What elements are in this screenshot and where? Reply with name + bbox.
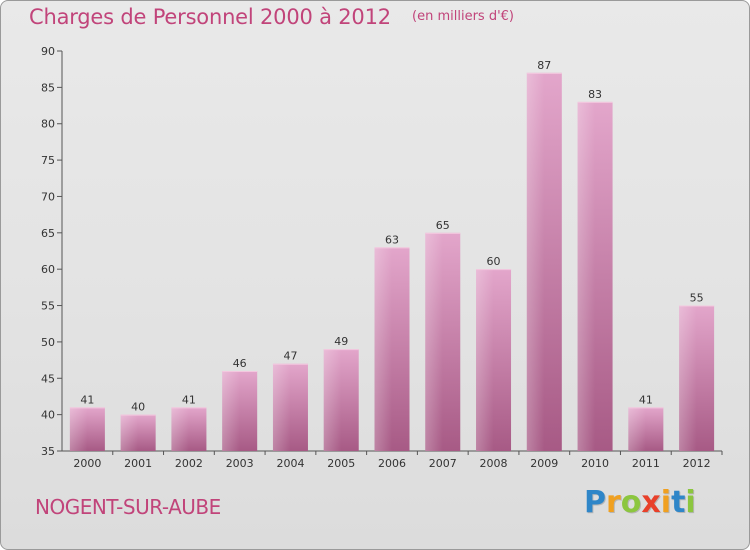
chart-title: Charges de Personnel 2000 à 2012 [29, 5, 391, 29]
chart-unit-note: (en milliers d'€) [412, 9, 514, 24]
x-tick-label: 2012 [683, 457, 711, 470]
x-tick-label: 2005 [327, 457, 355, 470]
bar-highlight [222, 371, 240, 451]
y-tick-label: 70 [41, 190, 55, 203]
x-tick-label: 2006 [378, 457, 406, 470]
bar-value-label: 41 [182, 393, 196, 406]
bar-value-label: 65 [436, 219, 450, 232]
bar-highlight [272, 363, 291, 451]
logo-letter: P [584, 485, 606, 520]
bar-highlight [577, 101, 596, 451]
bar-value-label: 49 [334, 335, 348, 348]
bar-value-label: 40 [131, 401, 145, 414]
y-tick-label: 50 [41, 336, 55, 349]
logo-letter: o [620, 485, 642, 520]
y-tick-label: 80 [41, 118, 55, 131]
bar-value-label: 46 [233, 357, 247, 370]
bars [69, 72, 715, 452]
bar-value-label: 60 [487, 255, 501, 268]
logo-letter: t [671, 485, 686, 520]
x-tick-label: 2010 [581, 457, 609, 470]
y-tick-label: 65 [41, 227, 55, 240]
bar-highlight [374, 247, 392, 451]
y-tick-label: 60 [41, 263, 55, 276]
y-tick-label: 35 [41, 445, 55, 458]
labels: 41 2000 40 2001 41 2002 46 2003 47 2004 49 2005 63 20… [73, 59, 710, 470]
bar-highlight [526, 72, 545, 452]
y-tick-label: 75 [41, 154, 55, 167]
bar-highlight [425, 232, 443, 451]
y-tick-label: 45 [41, 372, 55, 385]
bar-highlight [679, 305, 697, 451]
x-tick-label: 2000 [73, 457, 101, 470]
x-tick-label: 2011 [632, 457, 660, 470]
x-tick-label: 2009 [530, 457, 558, 470]
logo-letter: i [685, 485, 696, 520]
bar-value-label: 41 [80, 393, 94, 406]
bar-highlight [120, 414, 139, 451]
bar-value-label: 83 [588, 88, 602, 101]
x-tick-label: 2001 [124, 457, 152, 470]
x-tick-label: 2003 [226, 457, 254, 470]
bar-highlight [171, 407, 189, 451]
logo-letter: r [606, 485, 621, 520]
y-tick-label: 85 [41, 81, 55, 94]
y-tick-label: 40 [41, 409, 55, 422]
y-tick-label: 55 [41, 300, 55, 313]
proxiti-logo: Proxiti [584, 485, 696, 520]
bar-value-label: 55 [690, 292, 704, 305]
y-tick-label: 90 [41, 45, 55, 58]
place-name: NOGENT-SUR-AUBE [35, 495, 221, 519]
title-row: Charges de Personnel 2000 à 2012 (en mil… [29, 5, 514, 29]
x-tick-label: 2007 [429, 457, 457, 470]
logo-letter: i [660, 485, 672, 520]
bar-highlight [69, 407, 88, 451]
bar-value-label: 87 [537, 59, 551, 72]
axes: 35 40 45 50 55 60 65 70 75 80 85 90 [41, 45, 723, 458]
bar-highlight [628, 407, 646, 451]
logo-letter: x [641, 485, 661, 520]
bar-highlight [476, 269, 494, 451]
x-tick-label: 2004 [276, 457, 304, 470]
x-tick-label: 2008 [480, 457, 508, 470]
bar-highlight [323, 349, 342, 451]
bar-value-label: 47 [283, 350, 297, 363]
bar-value-label: 41 [639, 393, 653, 406]
x-tick-label: 2002 [175, 457, 203, 470]
bar-value-label: 63 [385, 233, 399, 246]
